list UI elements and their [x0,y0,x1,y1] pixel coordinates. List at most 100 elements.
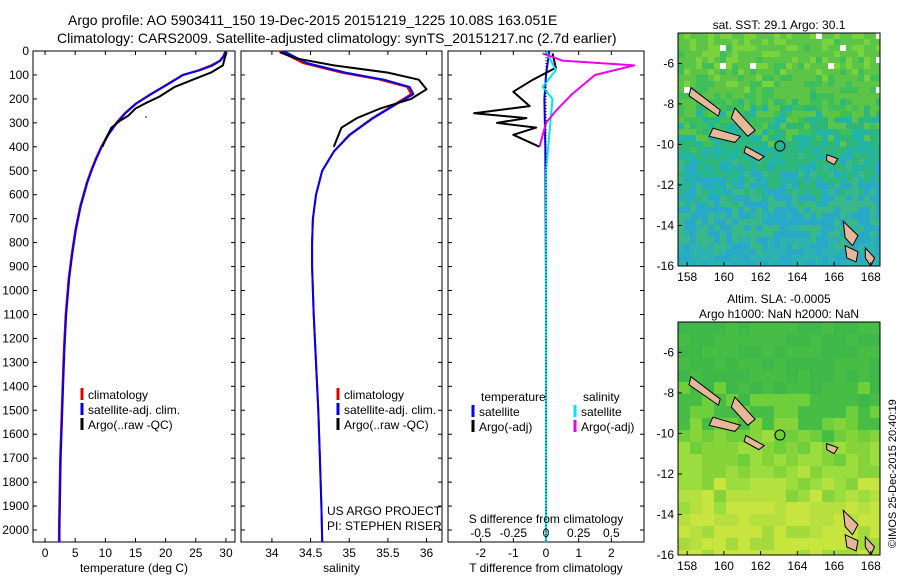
map-cell [822,153,829,160]
map-cell [792,135,799,142]
map-cell [822,93,829,100]
map-cell [732,69,739,76]
map-cell [744,69,751,76]
map-cell [858,394,871,407]
map-cell [822,171,829,178]
map-cell [822,358,835,371]
map-cell [858,105,865,112]
map-cell [756,117,763,124]
map-cell [690,322,703,335]
map-cell [726,322,739,335]
map-cell [702,57,709,64]
map-cell [876,63,880,70]
map-cell [738,195,745,202]
map-cell [774,346,787,359]
map-cell [774,99,781,106]
map-cell [864,207,871,214]
map-cell [780,159,787,166]
map-cell [678,454,691,467]
map-cell [870,394,880,407]
map-title: Argo h1000: NaN h2000: NaN [699,307,859,321]
map-cell [822,159,829,166]
map-cell [792,159,799,166]
map-cell [864,243,871,250]
map-cell [840,153,847,160]
map-cell [762,57,769,64]
map-cell [822,418,835,431]
map-cell [786,255,793,262]
x-tick-label: 15 [129,546,143,560]
map-cell [858,207,865,214]
map-cell [756,219,763,226]
map-cell [786,454,799,467]
map-cell [690,105,697,112]
map-cell [768,165,775,172]
map-cell [792,177,799,184]
map-cell [714,33,721,40]
map-cell [804,39,811,46]
map-cell [810,81,817,88]
map-cell [690,213,697,220]
map-cell [870,382,880,395]
map-cell [870,63,877,70]
map-cell [786,93,793,100]
x-axis-label: salinity [323,561,360,575]
map-cell [780,129,787,136]
map-cell [768,249,775,256]
map-cell [786,33,793,40]
map-cell [792,69,799,76]
map-cell [684,129,691,136]
map-cell [696,189,703,196]
map-cell [678,33,685,40]
map-cell [768,183,775,190]
map-cell [738,219,745,226]
map-cell [876,201,880,208]
map-cell [726,490,739,503]
map-cell [762,159,769,166]
map-cell [774,538,787,551]
map-cell [750,550,763,555]
map-cell [774,75,781,82]
y-tick-label: 1800 [2,475,29,489]
map-cell [858,225,865,232]
map-cell [708,135,715,142]
map-cell [828,117,835,124]
map-cell [774,418,787,431]
map-cell [816,111,823,118]
map-cell [822,231,829,238]
map-cell [798,406,811,419]
map-cell [720,123,727,130]
map-cell [858,57,865,64]
map-cell [834,195,841,202]
map-cell [840,147,847,154]
map-cell [852,213,859,220]
map-cell [840,99,847,106]
map-cell [780,243,787,250]
map-cell [858,189,865,196]
legend-label: satellite-adj. clim. [344,403,436,417]
map-cell [732,243,739,250]
map-cell [786,45,793,52]
map-cell [756,189,763,196]
map-cell [828,99,835,106]
map-cell [714,334,727,347]
map-cell [798,141,805,148]
map-cell [708,213,715,220]
map-cell [870,478,880,491]
map-cell [864,93,871,100]
map-cell [762,201,769,208]
map-cell [756,183,763,190]
legend-label: satellite [581,405,622,419]
map-cell [738,213,745,220]
map-cell [780,75,787,82]
map-cell [792,57,799,64]
map-cell [720,57,727,64]
map-cell [840,69,847,76]
map-cell [804,93,811,100]
map-cell [816,213,823,220]
map-cell [846,261,853,266]
map-cell [750,111,757,118]
map-cell [762,430,775,443]
map-cell [822,69,829,76]
map-cell [858,514,871,527]
